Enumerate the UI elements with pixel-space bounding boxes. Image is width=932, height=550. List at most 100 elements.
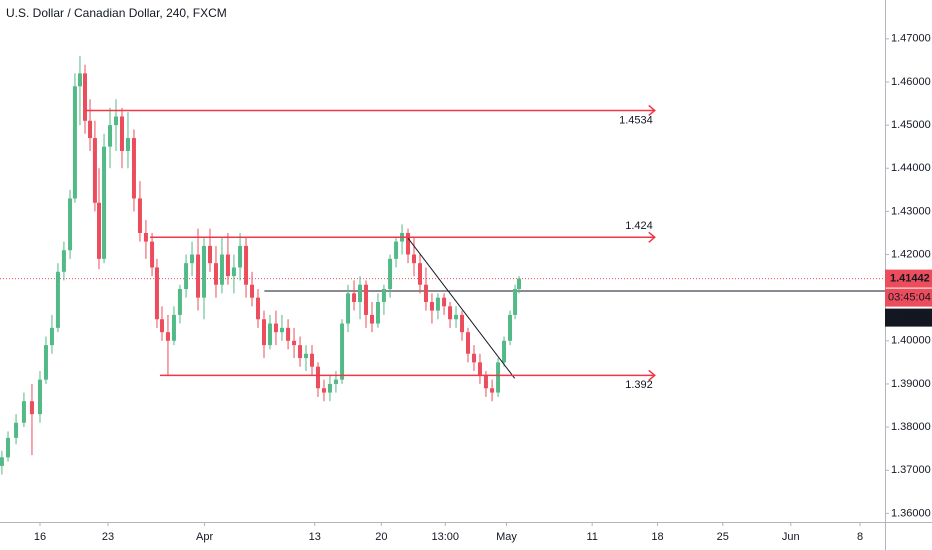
level-label: 1.424 xyxy=(625,220,653,232)
candle-body xyxy=(77,73,82,87)
candle-body xyxy=(92,138,97,203)
candle-body xyxy=(119,116,124,151)
candle-body xyxy=(346,293,351,324)
candle-body xyxy=(429,301,434,311)
x-tick-label: 13 xyxy=(309,531,321,543)
candle-body xyxy=(207,245,212,264)
candle-body xyxy=(517,278,522,290)
candle-body xyxy=(502,340,507,363)
candle-body xyxy=(213,263,218,285)
level-arrow xyxy=(648,104,656,117)
x-tick-label: 18 xyxy=(651,531,663,543)
y-tick-label: 1.36000 xyxy=(891,507,931,519)
candle-body xyxy=(114,116,119,126)
candle-body xyxy=(460,314,465,333)
candle-body xyxy=(267,323,272,346)
candle-body xyxy=(143,232,148,242)
candle-body xyxy=(154,267,159,320)
candle-body xyxy=(412,254,417,264)
candle-body xyxy=(352,293,357,302)
candle-body xyxy=(21,401,26,423)
candle-body xyxy=(97,202,102,259)
candle-body xyxy=(417,263,422,285)
y-tick-label: 1.46000 xyxy=(891,76,931,88)
candle-body xyxy=(381,289,386,302)
candle-body xyxy=(423,284,428,302)
candle-body xyxy=(273,323,278,333)
candle-body xyxy=(68,198,73,251)
x-tick-label: 8 xyxy=(857,531,863,543)
price-line-tag xyxy=(885,308,932,327)
candle-body xyxy=(190,254,195,264)
candle-body xyxy=(61,250,66,272)
trend-line xyxy=(407,237,516,379)
candle-body xyxy=(483,375,488,389)
price-line-label: 1.41156 xyxy=(890,312,929,324)
candle-body xyxy=(261,319,266,346)
y-tick-label: 1.45000 xyxy=(891,119,931,131)
current-price-tag xyxy=(885,269,932,288)
candle-body xyxy=(196,254,201,298)
level-label: 1.392 xyxy=(625,379,653,391)
candle-body xyxy=(363,284,368,315)
candle-body xyxy=(340,323,345,380)
candle-body xyxy=(244,245,249,285)
candle-body xyxy=(256,297,261,320)
chart-title: U.S. Dollar / Canadian Dollar, 240, FXCM xyxy=(6,6,227,20)
candle-body xyxy=(202,245,207,298)
candle-body xyxy=(496,362,501,393)
candle-body xyxy=(435,297,440,311)
candle-body xyxy=(490,388,495,393)
countdown-tag xyxy=(885,288,932,307)
candle-body xyxy=(6,437,11,458)
x-tick-label: 25 xyxy=(717,531,729,543)
candle-body xyxy=(55,271,60,328)
x-tick-label: May xyxy=(496,531,517,543)
candle-body xyxy=(171,314,176,341)
y-tick-label: 1.40000 xyxy=(891,335,931,347)
candle-body xyxy=(333,379,338,384)
y-tick-label: 1.37000 xyxy=(891,464,931,476)
candle-body xyxy=(406,232,411,255)
candle-body xyxy=(315,366,320,389)
x-tick-label: Jun xyxy=(782,531,800,543)
candle-body xyxy=(88,120,93,139)
candle-body xyxy=(165,332,170,341)
candle-body xyxy=(184,263,189,290)
candle-body xyxy=(286,327,291,341)
candle-body xyxy=(49,327,54,346)
y-tick-label: 1.38000 xyxy=(891,421,931,433)
candle-body xyxy=(37,379,42,415)
candle-body xyxy=(14,422,19,438)
candle-body xyxy=(321,388,326,393)
candle-body xyxy=(279,327,284,333)
candle-body xyxy=(310,353,315,367)
candle-body xyxy=(466,332,471,354)
candle-body xyxy=(102,146,107,259)
candle-body xyxy=(177,289,182,315)
y-tick-label: 1.47000 xyxy=(891,33,931,45)
x-tick-label: Apr xyxy=(196,531,213,543)
candle-body xyxy=(29,401,34,415)
level-arrow xyxy=(648,231,656,243)
candle-body xyxy=(442,297,447,307)
y-tick-label: 1.44000 xyxy=(891,162,931,174)
candle-body xyxy=(327,383,332,393)
candle-body xyxy=(298,345,303,359)
candle-body xyxy=(219,254,224,285)
y-tick-label: 1.42000 xyxy=(891,248,931,260)
candle-body xyxy=(448,306,453,320)
candle-body xyxy=(231,267,236,277)
y-tick-label: 1.43000 xyxy=(891,205,931,217)
candle-body xyxy=(131,138,136,199)
x-tick-label: 16 xyxy=(34,531,46,543)
candle-body xyxy=(225,254,230,277)
candle-body xyxy=(513,289,518,315)
candle-body xyxy=(125,138,130,151)
candle-body xyxy=(72,86,77,199)
candle-body xyxy=(159,319,164,333)
candle-body xyxy=(358,284,363,302)
candle-body xyxy=(108,125,113,147)
